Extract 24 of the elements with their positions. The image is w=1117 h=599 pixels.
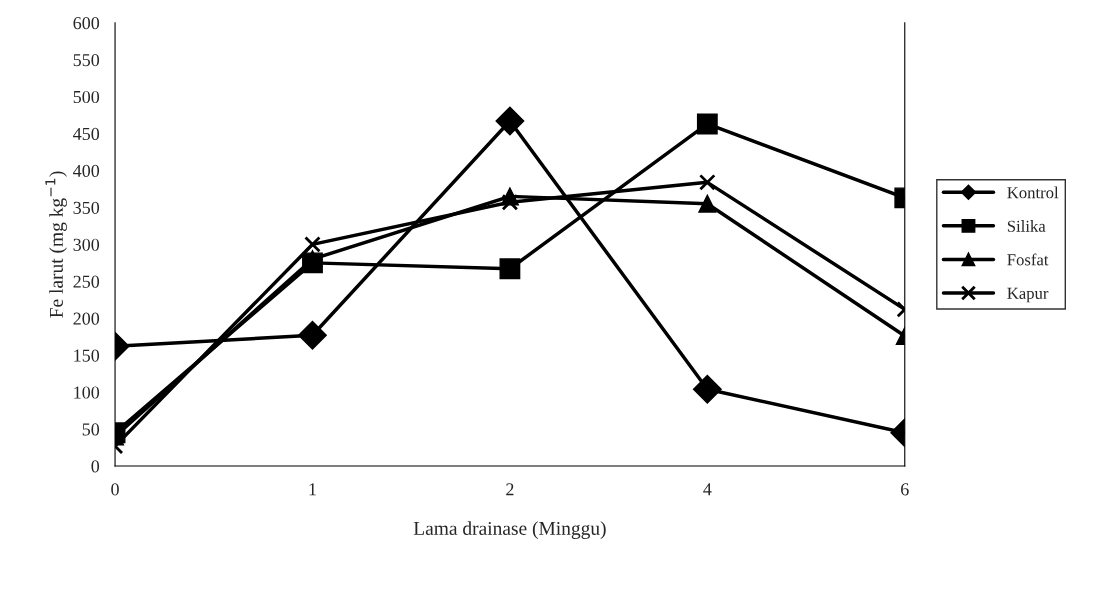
y-tick-label: 0 bbox=[91, 460, 100, 473]
y-tick-label: 250 bbox=[73, 275, 100, 288]
legend-label: Silika bbox=[1007, 220, 1046, 232]
x-tick-label: 6 bbox=[901, 483, 909, 496]
y-tick-label: 100 bbox=[74, 386, 100, 399]
x-axis-title: Lama drainase (Minggu) bbox=[413, 521, 606, 539]
y-tick-label: 400 bbox=[73, 164, 100, 177]
y-tick-label: 450 bbox=[73, 127, 100, 141]
y-tick-label: 500 bbox=[73, 90, 100, 104]
y-tick-label: 600 bbox=[73, 17, 100, 30]
y-tick-label: 550 bbox=[73, 53, 100, 67]
x-tick-label: 0 bbox=[111, 483, 119, 496]
legend-label: Kontrol bbox=[1007, 186, 1059, 199]
x-tick-label: 4 bbox=[703, 483, 712, 496]
x-tick-label: 2 bbox=[506, 483, 514, 496]
legend-label: Kapur bbox=[1007, 287, 1049, 303]
legend-label: Fosfat bbox=[1007, 253, 1049, 266]
y-tick-label: 200 bbox=[73, 312, 100, 325]
y-tick-label: 350 bbox=[73, 201, 100, 214]
y-tick-label: 150 bbox=[74, 349, 100, 362]
x-tick-label: 1 bbox=[309, 483, 316, 496]
y-tick-label: 300 bbox=[73, 238, 100, 251]
y-tick-label: 50 bbox=[82, 423, 100, 436]
y-axis-title: Fe larut (mg kg$^{−1}$) bbox=[45, 171, 67, 318]
